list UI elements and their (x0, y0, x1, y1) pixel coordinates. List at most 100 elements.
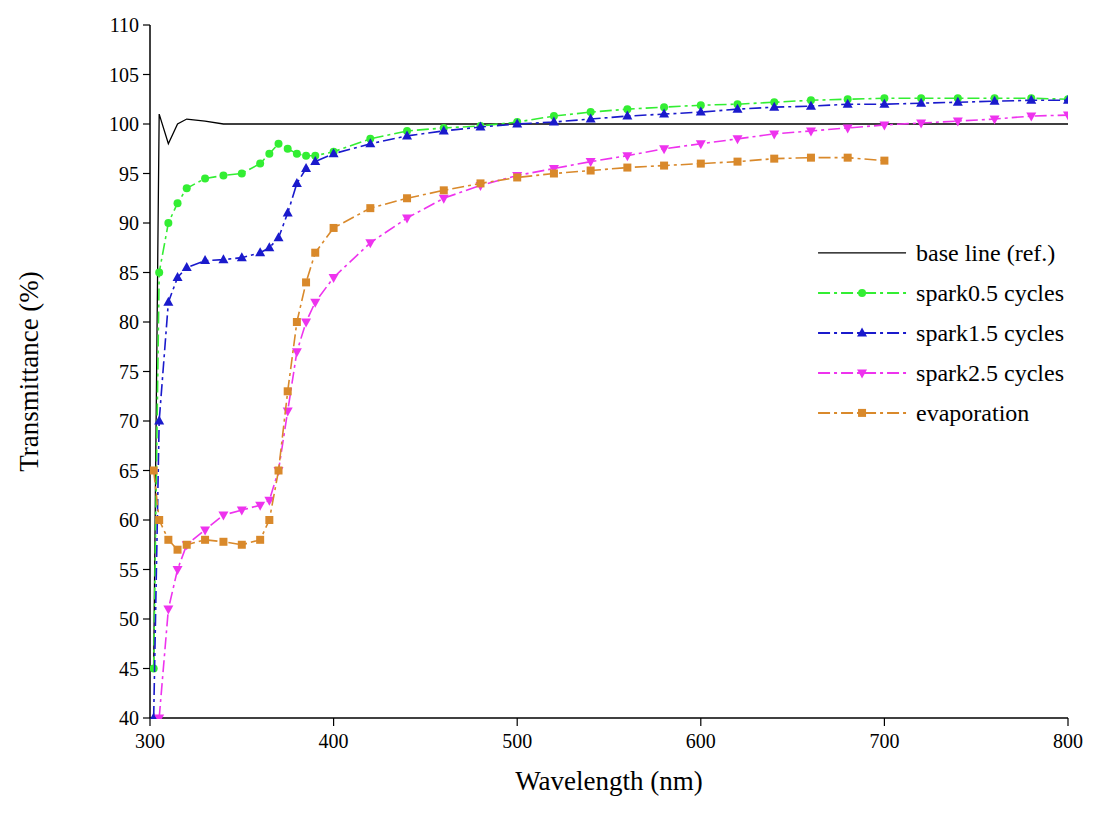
series-marker (402, 215, 412, 224)
series-marker (660, 162, 668, 170)
series-marker (302, 278, 310, 286)
series-line (154, 158, 885, 550)
x-tick-label: 400 (319, 730, 349, 752)
series-marker (806, 101, 816, 110)
series-marker (283, 408, 293, 417)
series-marker (1026, 95, 1036, 104)
y-tick-label: 60 (119, 509, 139, 531)
series-marker (302, 152, 310, 160)
series-marker (150, 467, 158, 475)
x-tick-label: 600 (686, 730, 716, 752)
series-marker (301, 319, 311, 328)
series-marker (200, 526, 210, 535)
x-tick (700, 718, 701, 726)
series-marker (439, 195, 449, 204)
legend-label: spark0.5 cycles (916, 280, 1064, 306)
series-marker (163, 297, 173, 306)
plot-area (150, 94, 1068, 719)
series-marker (512, 172, 522, 181)
y-tick-label: 110 (110, 14, 139, 36)
y-tick (143, 24, 150, 25)
series-marker (219, 538, 227, 546)
y-tick-label: 90 (119, 212, 139, 234)
series-marker (256, 536, 264, 544)
series-marker (200, 255, 210, 264)
y-tick-label: 80 (119, 311, 139, 333)
series-marker (365, 138, 375, 147)
y-tick-label: 75 (119, 361, 139, 383)
series-line (154, 114, 1068, 668)
series-marker (154, 715, 164, 720)
series-marker (843, 124, 853, 133)
y-tick-label: 50 (119, 608, 139, 630)
series-marker (173, 272, 183, 281)
y-tick (143, 371, 150, 372)
series-marker (255, 247, 265, 256)
series-marker (218, 254, 228, 263)
series-marker (806, 127, 816, 136)
y-tick-label: 70 (119, 410, 139, 432)
series-marker (310, 299, 320, 308)
x-axis (150, 717, 1068, 719)
y-tick (143, 668, 150, 669)
series-marker (293, 318, 301, 326)
series-marker (265, 150, 273, 158)
series-marker (154, 416, 164, 425)
y-tick-label: 105 (109, 64, 139, 86)
series-marker (696, 107, 706, 116)
x-tick (333, 718, 334, 726)
series-marker (769, 102, 779, 111)
y-tick (143, 123, 150, 124)
series-line (159, 115, 1068, 718)
series-marker (255, 502, 265, 511)
series-marker (283, 208, 293, 217)
series-marker (622, 111, 632, 120)
series-marker (622, 152, 632, 161)
series-marker (366, 204, 374, 212)
series-marker (201, 536, 209, 544)
series-marker (953, 97, 963, 106)
series-marker (512, 119, 522, 128)
x-tick (1067, 718, 1068, 726)
y-tick (143, 74, 150, 75)
series-marker (623, 164, 631, 172)
y-tick (143, 618, 150, 619)
y-tick (143, 173, 150, 174)
x-axis-title: Wavelength (nm) (515, 766, 703, 796)
series-marker (274, 232, 284, 241)
y-tick (143, 717, 150, 718)
series-marker (990, 96, 1000, 105)
series-marker (1063, 95, 1068, 104)
series-marker (201, 174, 209, 182)
y-tick (143, 222, 150, 223)
series-marker (844, 154, 852, 162)
series-marker (916, 98, 926, 107)
y-axis-title: Transmittance (%) (14, 271, 44, 472)
series-marker (733, 104, 743, 113)
series-marker (218, 512, 228, 521)
series-marker (237, 252, 247, 261)
series-marker (275, 140, 283, 148)
y-tick (143, 321, 150, 322)
series-marker (155, 269, 163, 277)
chart: 4045505560657075808590951001051103004005… (0, 0, 1110, 816)
series-marker (265, 516, 273, 524)
series-marker (293, 150, 301, 158)
y-tick (143, 470, 150, 471)
series-marker (164, 219, 172, 227)
series-marker (329, 274, 339, 283)
series-marker (256, 160, 264, 168)
series-marker (697, 160, 705, 168)
series-marker (953, 118, 963, 127)
series-line (154, 100, 1068, 718)
series-marker (238, 541, 246, 549)
series-marker (183, 184, 191, 192)
series-marker (879, 121, 889, 130)
series-marker (587, 167, 595, 175)
x-tick-label: 800 (1053, 730, 1083, 752)
x-tick (149, 718, 150, 726)
legend-swatch (818, 252, 906, 253)
series-marker (173, 566, 183, 575)
series-marker (155, 516, 163, 524)
series-marker (330, 224, 338, 232)
